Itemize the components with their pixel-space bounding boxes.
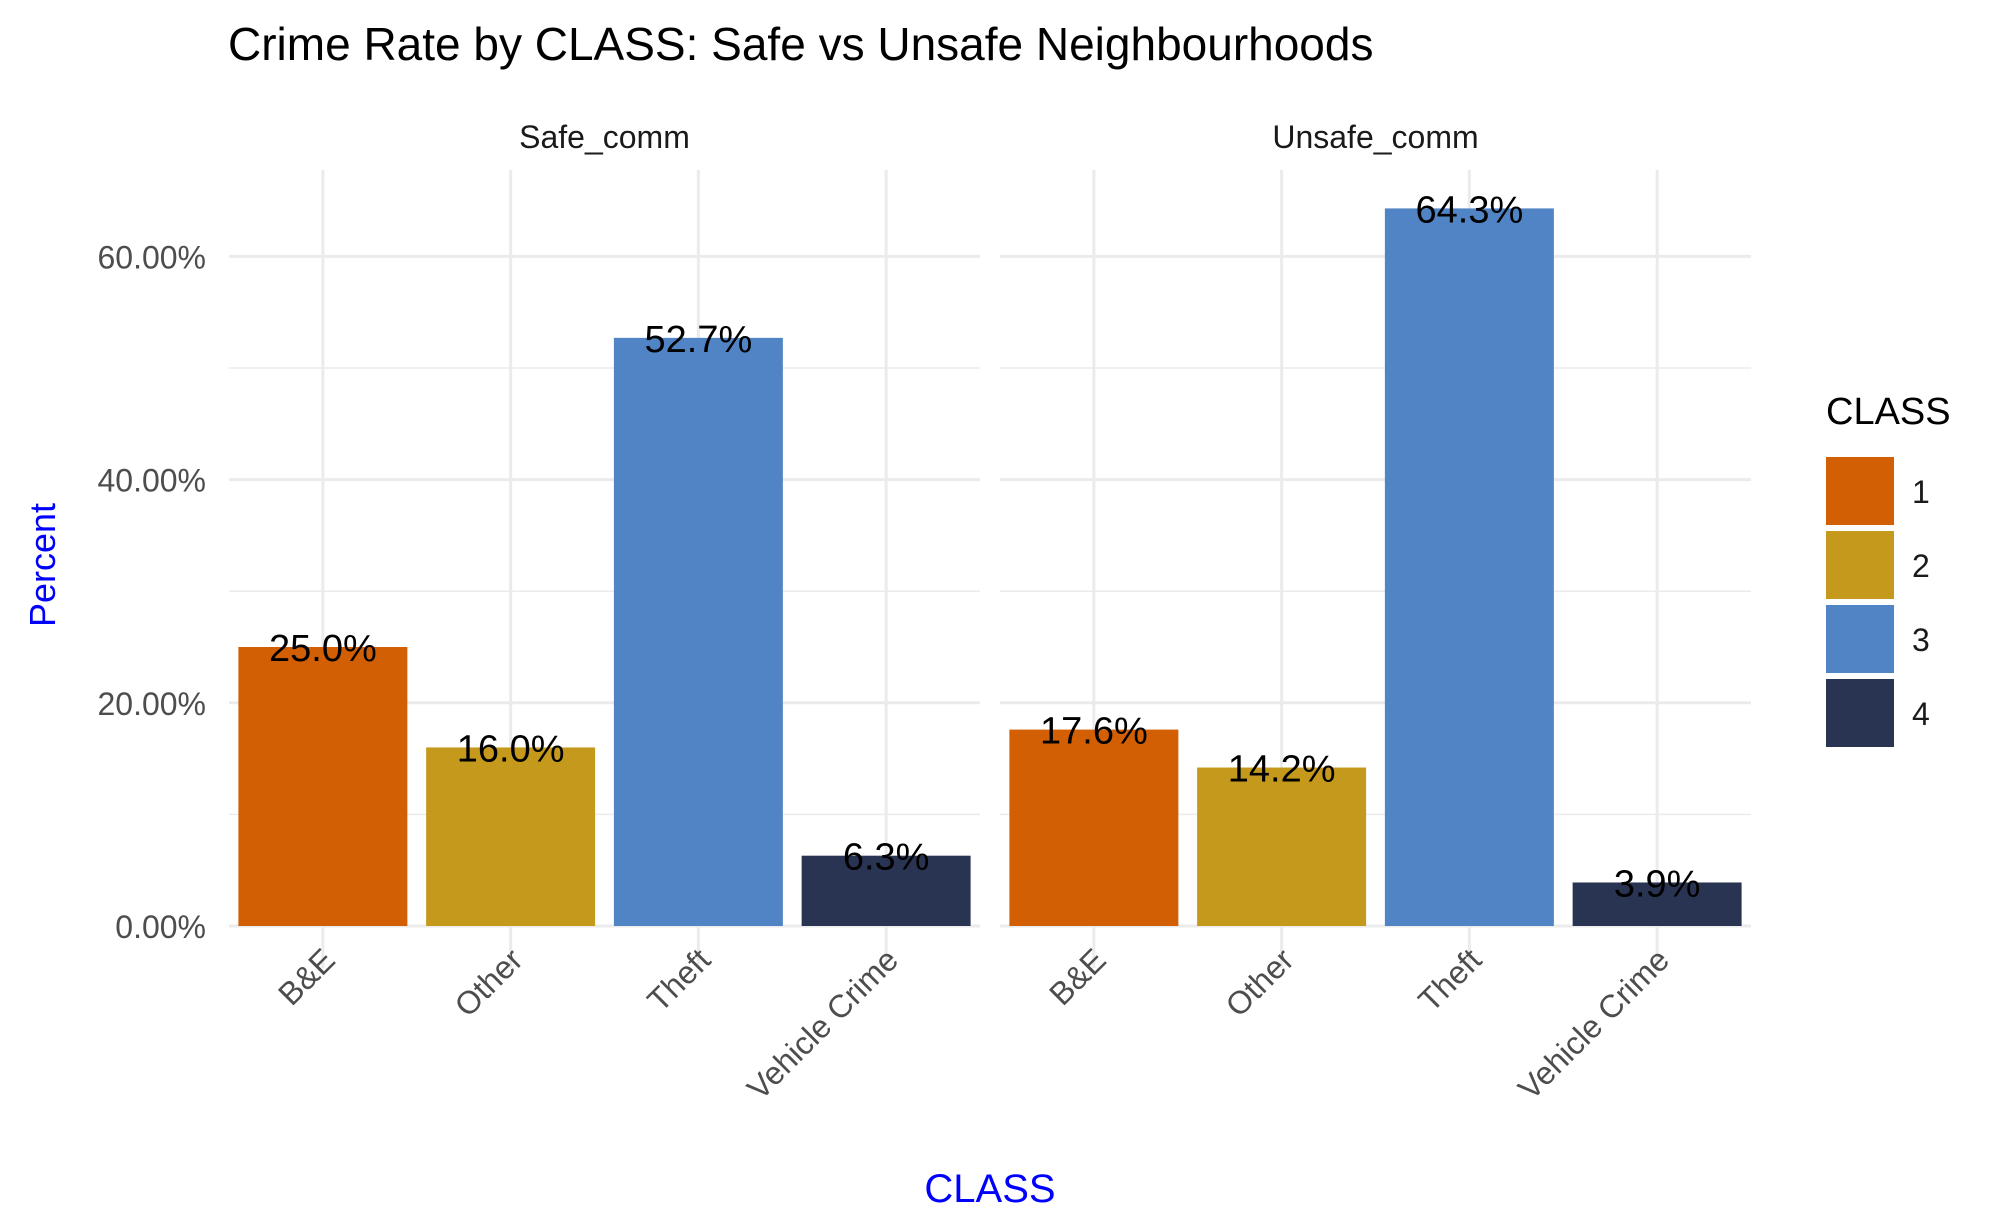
data-label: 52.7% [645,319,753,361]
legend-key-2 [1826,531,1894,599]
x-tick-label: Theft [640,941,717,1018]
legend-label: 4 [1912,696,1930,732]
legend-key-4 [1826,679,1894,747]
legend-title: CLASS [1826,391,1951,433]
bar-theft [1384,208,1554,927]
y-tick-label: 40.00% [97,463,206,499]
x-tick-label: Other [448,941,530,1023]
legend: CLASS 1 2 3 4 [1826,391,1951,747]
y-tick-label: 20.00% [97,686,206,722]
bar-other [1197,767,1367,926]
y-axis-label: Percent [22,503,63,627]
panel-Unsafe_comm: Unsafe_comm 17.6% 14.2% 64.3% 3.9% B&E Other Th… [1000,119,1751,1107]
bar-b-e [1009,729,1179,926]
legend-label: 2 [1912,548,1930,584]
legend-label: 3 [1912,622,1930,658]
x-tick-label: B&E [271,941,342,1012]
x-tick-label: Theft [1411,941,1488,1018]
facet-label: Unsafe_comm [1272,119,1478,155]
bar-theft [613,337,783,926]
data-label: 17.6% [1040,711,1148,753]
data-label: 64.3% [1416,189,1524,231]
bar-b-e [238,647,408,926]
legend-key-3 [1826,605,1894,673]
data-label: 25.0% [269,628,377,670]
chart-panels: Safe_comm 25.0% 16.0% 52.7% 6.3% B&E Other Thef… [97,119,1751,1107]
data-label: 14.2% [1228,749,1336,791]
y-tick-label: 60.00% [97,239,206,275]
legend-key-1 [1826,457,1894,525]
legend-label: 1 [1912,474,1930,510]
x-tick-label: Vehicle Crime [1511,941,1676,1106]
bar-vehicle-crime [1572,882,1742,926]
x-tick-label: Vehicle Crime [740,941,905,1106]
data-label: 16.0% [457,728,565,770]
y-tick-label: 0.00% [115,909,206,945]
data-label: 6.3% [843,837,930,879]
x-axis-label: CLASS [924,1167,1055,1211]
x-tick-label: B&E [1042,941,1113,1012]
chart-title: Crime Rate by CLASS: Safe vs Unsafe Neig… [228,18,1373,70]
bar-other [426,747,596,926]
facet-label: Safe_comm [519,119,690,155]
data-label: 3.9% [1614,863,1701,905]
x-tick-label: Other [1219,941,1301,1023]
bar-vehicle-crime [801,855,971,926]
panel-Safe_comm: Safe_comm 25.0% 16.0% 52.7% 6.3% B&E Other Thef… [229,119,980,1107]
